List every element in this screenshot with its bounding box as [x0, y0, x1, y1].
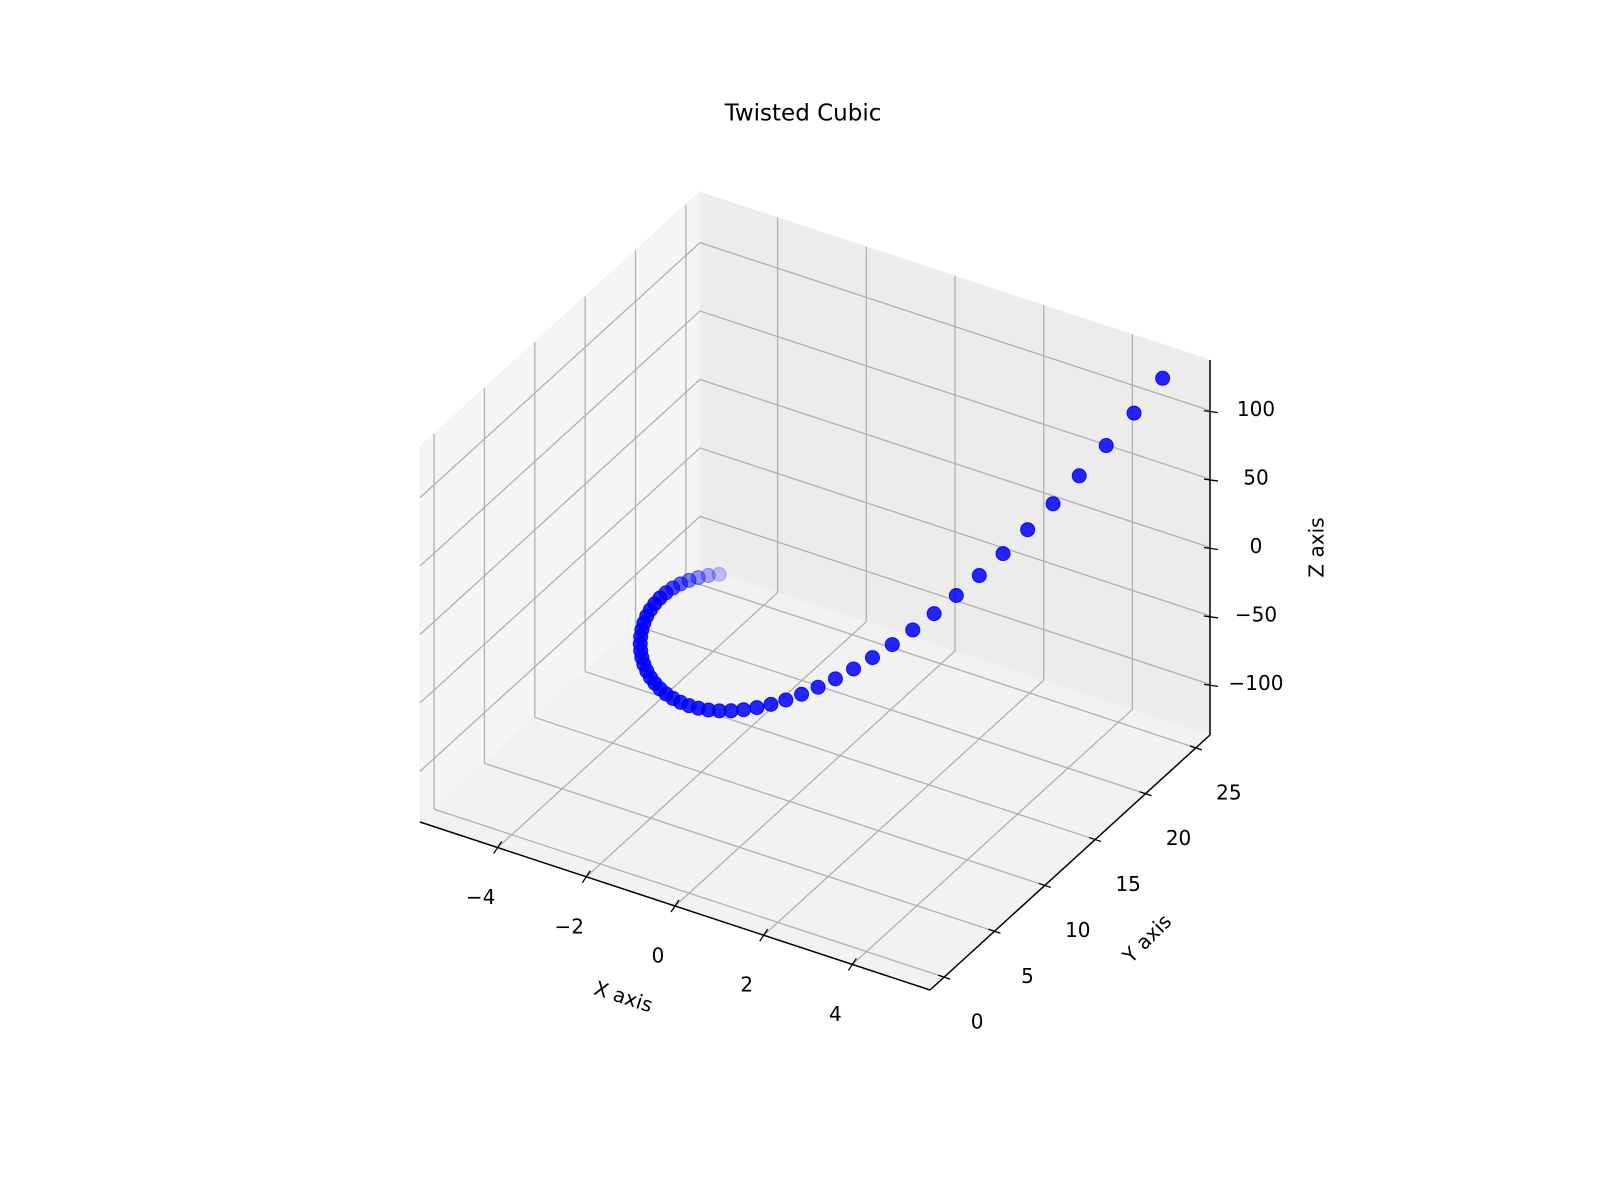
- point: [794, 686, 810, 702]
- point: [1098, 438, 1114, 454]
- grid-line: [497, 592, 779, 849]
- grid-line: [419, 515, 701, 772]
- point: [995, 546, 1011, 562]
- y-tick-label: 15: [1115, 872, 1140, 896]
- point: [846, 661, 862, 677]
- grid-line: [484, 762, 995, 932]
- x-axis-line: [419, 821, 931, 991]
- point: [1020, 522, 1036, 538]
- grid-line: [419, 242, 701, 499]
- point: [723, 703, 739, 719]
- grid-line: [635, 625, 1146, 795]
- y-axis-label: Y axis: [1117, 909, 1176, 968]
- point: [778, 692, 794, 708]
- x-tick-label: −4: [466, 885, 495, 909]
- y-tick-label: 5: [1021, 964, 1034, 988]
- grid-line: [419, 379, 701, 635]
- point: [1126, 405, 1142, 421]
- grid-line: [763, 679, 1045, 936]
- grid-line: [419, 447, 701, 704]
- point: [763, 696, 779, 712]
- grid-line: [534, 716, 1046, 887]
- grid-line: [585, 621, 867, 878]
- point: [810, 679, 826, 695]
- x-tick-label: 0: [652, 944, 665, 968]
- grid-line: [674, 650, 956, 907]
- grid-line: [433, 808, 945, 978]
- y-axis-line: [929, 734, 1211, 991]
- z-tick-label: 100: [1237, 397, 1275, 421]
- point: [711, 566, 727, 582]
- point: [736, 702, 752, 718]
- point: [700, 568, 716, 584]
- tick-mark: [1203, 683, 1219, 688]
- z-tick-label: 50: [1243, 466, 1268, 490]
- grid-line: [699, 310, 1211, 480]
- point: [948, 587, 964, 603]
- grid-line: [685, 579, 1197, 749]
- y-tick-label: 0: [971, 1010, 984, 1034]
- chart-title: Twisted Cubic: [724, 101, 882, 127]
- grid-line: [699, 378, 1211, 549]
- z-tick-label: 0: [1250, 534, 1263, 558]
- x-tick-label: −2: [555, 914, 584, 938]
- grid-line: [851, 708, 1133, 965]
- y-tick-label: 25: [1216, 780, 1241, 804]
- point: [971, 568, 987, 584]
- y-tick-label: 20: [1166, 826, 1191, 850]
- tick-mark: [1203, 478, 1219, 482]
- tick-mark: [1203, 615, 1219, 619]
- tick-mark: [1203, 409, 1219, 414]
- z-tick-label: −50: [1235, 602, 1277, 626]
- grid-line: [699, 242, 1211, 412]
- grid-line: [419, 310, 701, 567]
- point: [1071, 468, 1087, 484]
- point: [884, 637, 900, 653]
- point: [864, 650, 880, 666]
- grid-line: [699, 447, 1211, 617]
- point: [926, 606, 942, 622]
- z-tick-label: −100: [1229, 671, 1284, 695]
- point: [827, 671, 843, 687]
- point: [1155, 370, 1171, 386]
- x-tick-label: 2: [740, 973, 753, 997]
- y-tick-label: 10: [1065, 918, 1090, 942]
- point: [905, 622, 921, 638]
- tick-mark: [1203, 546, 1219, 551]
- z-axis-label: Z axis: [1305, 517, 1329, 577]
- x-tick-label: 4: [829, 1002, 842, 1026]
- point: [1045, 496, 1061, 512]
- point: [749, 700, 765, 716]
- x-axis-label: X axis: [591, 976, 656, 1017]
